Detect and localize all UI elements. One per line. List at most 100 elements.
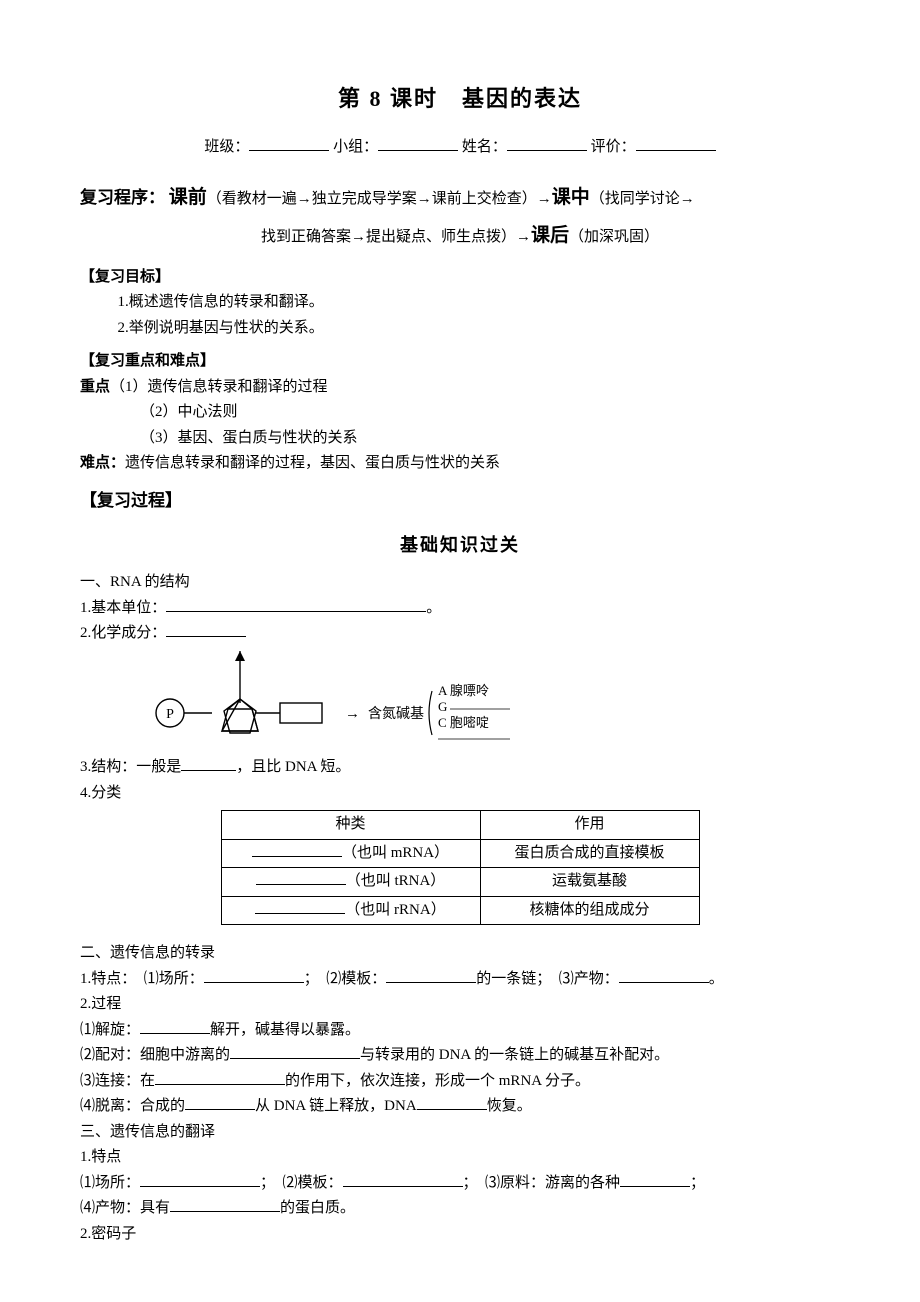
sec2-l1d: 。 (709, 971, 724, 987)
sec3-p1b: ； ⑵模板： (260, 1175, 343, 1191)
nucleotide-svg: P → 含氮碱基 A 腺嘌呤 G C 胞嘧啶 (140, 651, 560, 746)
blank-mrna[interactable] (252, 841, 342, 857)
flow-label: 复习程序： (80, 188, 165, 207)
cell-mrna-func: 蛋白质合成的直接模板 (480, 839, 699, 868)
sec2-p1b: 解开，碱基得以暴露。 (210, 1022, 360, 1038)
sec2-p4a: ⑷脱离：合成的 (80, 1098, 185, 1114)
sec2-p4c: 恢复。 (487, 1098, 532, 1114)
flow-mid: 课中 (552, 187, 590, 208)
blank-release[interactable] (185, 1094, 255, 1110)
cell-trna-func: 运载氨基酸 (480, 868, 699, 897)
label-score: 评价： (591, 139, 636, 155)
blank-product2[interactable] (170, 1196, 280, 1212)
blank-score[interactable] (636, 135, 716, 151)
label-group: 小组： (333, 139, 378, 155)
sec1-i2-label: 2.化学成分： (80, 625, 166, 641)
sec3-p2b: 的蛋白质。 (280, 1200, 355, 1216)
base-c: C 胞嘧啶 (438, 715, 489, 730)
sec1-i3b: ，且比 DNA 短。 (236, 759, 350, 775)
label-name: 姓名： (462, 139, 507, 155)
blank-pair[interactable] (230, 1043, 360, 1059)
flow-mid-detail: （找同学讨论→ (590, 191, 695, 207)
sec2-p4b: 从 DNA 链上释放，DNA (255, 1098, 417, 1114)
blank-place[interactable] (204, 967, 304, 983)
goal-1: 1.概述遗传信息的转录和翻译。 (80, 290, 840, 316)
sec2-line2: 2.过程 (80, 992, 840, 1018)
review-flow: 复习程序： 课前（看教材一遍→独立完成导学案→课前上交检查）→课中（找同学讨论→… (80, 179, 840, 255)
sec3-p2: ⑷产物：具有 的蛋白质。 (80, 1196, 840, 1222)
sec2-p2b: 与转录用的 DNA 的一条链上的碱基互补配对。 (360, 1047, 669, 1063)
goals-head: 【复习目标】 (80, 265, 840, 291)
cell-rrna-label: （也叫 rRNA） (345, 902, 445, 918)
sec1-item1: 1.基本单位：。 (80, 596, 840, 622)
key-row-1: 重点（1）遗传信息转录和翻译的过程 (80, 375, 840, 401)
arrow-icon: → (345, 706, 360, 722)
key-item-2: （2）中心法则 (80, 400, 840, 426)
cell-mrna: （也叫 mRNA） (221, 839, 480, 868)
table-row: （也叫 tRNA） 运载氨基酸 (221, 868, 699, 897)
sec1-item3: 3.结构：一般是 ，且比 DNA 短。 (80, 755, 840, 781)
p-label: P (166, 707, 174, 722)
info-line: 班级： 小组： 姓名： 评价： (80, 135, 840, 161)
flow-pre-detail: （看教材一遍→独立完成导学案→课前上交检查）→ (207, 191, 552, 207)
cell-trna: （也叫 tRNA） (221, 868, 480, 897)
page-title: 第 8 课时 基因的表达 (80, 80, 840, 117)
sec1-i3a: 3.结构：一般是 (80, 759, 181, 775)
sec3-p2a: ⑷产物：具有 (80, 1200, 170, 1216)
blank-product[interactable] (619, 967, 709, 983)
diff-text: 遗传信息转录和翻译的过程，基因、蛋白质与性状的关系 (125, 455, 500, 471)
sec2-p3b: 的作用下，依次连接，形成一个 mRNA 分子。 (285, 1073, 590, 1089)
th-func: 作用 (480, 811, 699, 840)
sec3-p1a: ⑴场所： (80, 1175, 140, 1191)
table-row: 种类 作用 (221, 811, 699, 840)
sec3-head: 三、遗传信息的翻译 (80, 1120, 840, 1146)
sub-title: 基础知识过关 (80, 530, 840, 561)
sec3-p1: ⑴场所： ； ⑵模板： ； ⑶原料：游离的各种 ； (80, 1171, 840, 1197)
sec2-p2a: ⑵配对：细胞中游离的 (80, 1047, 230, 1063)
sec3-p1d: ； (690, 1175, 705, 1191)
cell-rrna: （也叫 rRNA） (221, 896, 480, 925)
blank-template[interactable] (386, 967, 476, 983)
table-row: （也叫 mRNA） 蛋白质合成的直接模板 (221, 839, 699, 868)
sec2-line1: 1.特点： ⑴场所： ； ⑵模板： 的一条链； ⑶产物： 。 (80, 967, 840, 993)
blank-unit[interactable] (166, 596, 426, 612)
flow-mid-detail2: 找到正确答案→提出疑点、师生点拨）→ (261, 229, 531, 245)
sec1-item2: 2.化学成分： (80, 621, 840, 647)
nucleotide-diagram: P → 含氮碱基 A 腺嘌呤 G C 胞嘧啶 (140, 651, 840, 756)
blank-unwind[interactable] (140, 1018, 210, 1034)
cell-rrna-func: 核糖体的组成成分 (480, 896, 699, 925)
blank-trna[interactable] (256, 869, 346, 885)
blank-template2[interactable] (343, 1171, 463, 1187)
blank-class[interactable] (249, 135, 329, 151)
sec2-p1a: ⑴解旋： (80, 1022, 140, 1038)
blank-struct[interactable] (181, 755, 236, 771)
bases-label: 含氮碱基 (368, 705, 424, 722)
blank-chem[interactable] (166, 621, 246, 637)
base-a: A 腺嘌呤 (438, 683, 489, 698)
sec2-l1c: 的一条链； ⑶产物： (476, 971, 619, 987)
key-label: 重点 (80, 379, 110, 395)
sec2-p3: ⑶连接：在的作用下，依次连接，形成一个 mRNA 分子。 (80, 1069, 840, 1095)
sec2-l1a: 1.特点： ⑴场所： (80, 971, 204, 987)
key-head: 【复习重点和难点】 (80, 349, 840, 375)
table-row: （也叫 rRNA） 核糖体的组成成分 (221, 896, 699, 925)
sec3-l2: 2.密码子 (80, 1222, 840, 1248)
sec3-p1c: ； ⑶原料：游离的各种 (463, 1175, 621, 1191)
key-item-1: （1）遗传信息转录和翻译的过程 (110, 379, 328, 395)
label-class: 班级： (204, 139, 249, 155)
cell-mrna-label: （也叫 mRNA） (342, 845, 449, 861)
process-head: 【复习过程】 (80, 487, 840, 516)
blank-link[interactable] (155, 1069, 285, 1085)
flow-post-detail: （加深巩固） (569, 229, 659, 245)
blank-material[interactable] (620, 1171, 690, 1187)
sec2-p1: ⑴解旋： 解开，碱基得以暴露。 (80, 1018, 840, 1044)
base-g: G (438, 699, 447, 714)
blank-group[interactable] (378, 135, 458, 151)
sec2-l1b: ； ⑵模板： (304, 971, 387, 987)
blank-place2[interactable] (140, 1171, 260, 1187)
blank-restore[interactable] (417, 1094, 487, 1110)
rna-table: 种类 作用 （也叫 mRNA） 蛋白质合成的直接模板 （也叫 tRNA） 运载氨… (221, 810, 700, 925)
blank-rrna[interactable] (255, 898, 345, 914)
sec1-head: 一、RNA 的结构 (80, 570, 840, 596)
blank-name[interactable] (507, 135, 587, 151)
